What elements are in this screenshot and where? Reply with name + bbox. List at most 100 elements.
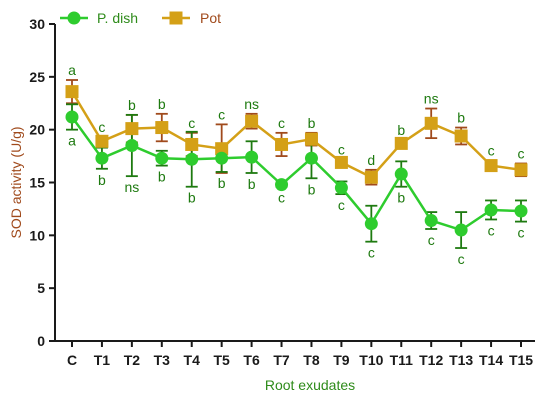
data-point-pdish bbox=[65, 110, 79, 124]
significance-label-pot: c bbox=[488, 142, 495, 158]
data-point-pdish bbox=[484, 203, 498, 217]
data-point-pot bbox=[125, 122, 139, 136]
data-point-pdish bbox=[424, 214, 438, 228]
x-tick-label: T2 bbox=[124, 352, 141, 368]
data-point-pot bbox=[215, 142, 229, 156]
y-ticks-layer: 0 5 10 15 20 25 30 bbox=[29, 16, 55, 349]
data-point-pdish bbox=[155, 151, 169, 165]
y-tick-label: 30 bbox=[29, 16, 45, 32]
series-line-pot bbox=[70, 90, 522, 179]
x-tick-label: T4 bbox=[184, 352, 201, 368]
significance-label-pdish: b bbox=[98, 172, 106, 188]
significance-label-pdish: b bbox=[308, 181, 316, 197]
data-point-pdish bbox=[245, 150, 259, 164]
x-tick-label: T8 bbox=[303, 352, 320, 368]
significance-label-pot: c bbox=[518, 145, 525, 161]
significance-label-pdish: c bbox=[278, 190, 285, 206]
x-tick-label: T5 bbox=[213, 352, 230, 368]
data-point-pot bbox=[454, 129, 468, 143]
significance-label-pdish: b bbox=[158, 169, 166, 185]
data-point-pdish bbox=[215, 151, 229, 165]
data-point-pot bbox=[514, 163, 528, 177]
markers-layer bbox=[65, 85, 528, 237]
significance-label-pot: b bbox=[158, 96, 166, 112]
significance-label-pot: b bbox=[397, 122, 405, 138]
data-point-pot bbox=[95, 134, 109, 148]
significance-label-pdish: a bbox=[68, 133, 76, 149]
significance-label-pdish: c bbox=[368, 245, 375, 261]
x-tick-label: T11 bbox=[390, 352, 414, 368]
data-point-pdish bbox=[514, 204, 528, 218]
data-point-pot bbox=[484, 159, 498, 173]
series-lines-layer bbox=[70, 90, 522, 232]
significance-label-pot: d bbox=[367, 152, 375, 168]
y-tick-label: 20 bbox=[29, 122, 45, 138]
x-tick-label: T14 bbox=[479, 352, 503, 368]
significance-label-pdish: c bbox=[338, 197, 345, 213]
x-tick-label: T9 bbox=[333, 352, 350, 368]
legend-swatch-pdish-marker bbox=[67, 11, 81, 25]
data-point-pdish bbox=[304, 151, 318, 165]
x-tick-label: T12 bbox=[419, 352, 443, 368]
data-point-pdish bbox=[364, 217, 378, 231]
y-tick-label: 25 bbox=[29, 69, 45, 85]
y-tick-label: 15 bbox=[29, 175, 45, 191]
significance-label-pot: b bbox=[457, 110, 465, 126]
significance-label-pdish: b bbox=[248, 176, 256, 192]
x-tick-label: T6 bbox=[243, 352, 260, 368]
significance-label-pdish: ns bbox=[124, 179, 139, 195]
series-line-pdish bbox=[70, 116, 522, 232]
significance-label-pot: b bbox=[128, 97, 136, 113]
significance-label-pot: b bbox=[308, 115, 316, 131]
data-point-pot bbox=[185, 137, 199, 151]
significance-label-pot: c bbox=[278, 115, 285, 131]
significance-label-pot: c bbox=[98, 119, 105, 135]
significance-label-pot: a bbox=[68, 62, 76, 78]
data-point-pdish bbox=[95, 151, 109, 165]
significance-label-pdish: c bbox=[518, 225, 525, 241]
data-point-pdish bbox=[334, 181, 348, 195]
data-point-pot bbox=[364, 170, 378, 184]
y-axis-title: SOD activity (U/g) bbox=[8, 126, 24, 238]
data-point-pot bbox=[334, 155, 348, 169]
significance-label-pot: c bbox=[338, 141, 345, 157]
x-tick-label: C bbox=[67, 352, 77, 368]
x-axis-title: Root exudates bbox=[265, 377, 355, 393]
y-tick-label: 0 bbox=[37, 333, 45, 349]
significance-label-pot: c bbox=[218, 106, 225, 122]
data-point-pdish bbox=[454, 223, 468, 237]
data-point-pdish bbox=[275, 178, 289, 192]
significance-label-pdish: b bbox=[218, 175, 226, 191]
significance-label-pot: ns bbox=[424, 91, 439, 107]
legend-label-pdish: P. dish bbox=[97, 10, 138, 26]
legend: P. dish Pot bbox=[60, 10, 221, 26]
legend-swatch-pot-marker bbox=[169, 11, 183, 25]
significance-labels-layer: a b ns b b b b c b c c b c c c c a c b b c c ns c b c d b ns b c c bbox=[68, 62, 524, 267]
significance-label-pot: ns bbox=[244, 96, 259, 112]
significance-label-pdish: b bbox=[188, 190, 196, 206]
x-tick-label: T7 bbox=[273, 352, 290, 368]
legend-label-pot: Pot bbox=[200, 10, 221, 26]
x-tick-label: T1 bbox=[94, 352, 111, 368]
significance-label-pdish: c bbox=[488, 222, 495, 238]
significance-label-pot: c bbox=[188, 115, 195, 131]
data-point-pot bbox=[155, 121, 169, 135]
x-tick-label: T10 bbox=[359, 352, 383, 368]
data-point-pot bbox=[304, 132, 318, 146]
y-tick-label: 10 bbox=[29, 227, 45, 243]
data-point-pot bbox=[275, 137, 289, 151]
data-point-pdish bbox=[394, 167, 408, 181]
data-point-pot bbox=[424, 116, 438, 130]
data-point-pot bbox=[245, 114, 259, 128]
x-tick-label: T13 bbox=[449, 352, 473, 368]
significance-label-pdish: b bbox=[397, 190, 405, 206]
y-tick-label: 5 bbox=[37, 280, 45, 296]
x-tick-label: T3 bbox=[154, 352, 171, 368]
x-tick-label: T15 bbox=[509, 352, 533, 368]
data-point-pot bbox=[65, 85, 79, 99]
data-point-pdish bbox=[125, 139, 139, 153]
data-point-pdish bbox=[185, 152, 199, 166]
data-point-pot bbox=[394, 136, 408, 150]
significance-label-pdish: c bbox=[428, 232, 435, 248]
